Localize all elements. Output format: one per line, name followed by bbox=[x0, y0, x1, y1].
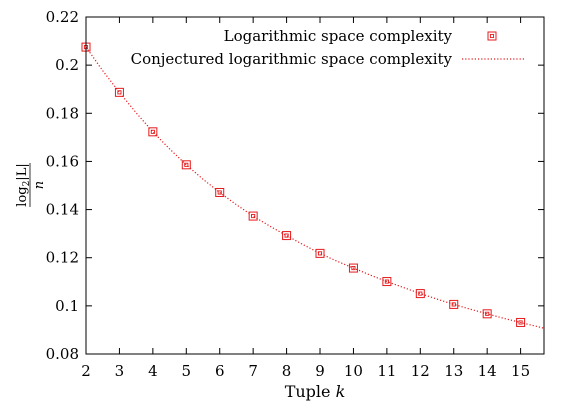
x-tick-label: 6 bbox=[215, 362, 225, 380]
data-point bbox=[382, 277, 392, 287]
data-point bbox=[181, 160, 191, 170]
y-tick-label: 0.22 bbox=[46, 8, 79, 26]
x-tick-label: 11 bbox=[377, 362, 396, 380]
x-tick-label: 10 bbox=[344, 362, 363, 380]
y-axis-title-denominator: n bbox=[32, 181, 47, 189]
y-axis-title-base: 2 bbox=[22, 181, 32, 187]
x-tick-label: 14 bbox=[478, 362, 497, 380]
x-tick-label: 2 bbox=[81, 362, 91, 380]
y-axis-title: log2|L| n bbox=[15, 163, 47, 207]
x-tick-label: 4 bbox=[148, 362, 158, 380]
x-tick-label: 12 bbox=[411, 362, 430, 380]
x-tick-label: 13 bbox=[444, 362, 463, 380]
data-point bbox=[282, 231, 292, 241]
legend-marker-square bbox=[487, 31, 497, 41]
data-point bbox=[482, 309, 492, 319]
y-tick-label: 0.1 bbox=[55, 297, 79, 315]
data-point bbox=[348, 263, 358, 273]
x-axis-title-variable: k bbox=[336, 382, 346, 401]
conjectured-curve bbox=[85, 46, 545, 329]
data-point bbox=[114, 87, 124, 97]
x-tick-label: 15 bbox=[511, 362, 530, 380]
y-axis-title-numerator: log2|L| bbox=[15, 163, 32, 206]
x-tick-label: 3 bbox=[115, 362, 125, 380]
x-tick-label: 7 bbox=[248, 362, 258, 380]
y-tick-label: 0.08 bbox=[46, 345, 79, 363]
legend: Logarithmic space complexity Conjectured… bbox=[131, 27, 524, 68]
legend-marker-points bbox=[487, 31, 497, 41]
y-tick-label: 0.14 bbox=[46, 201, 79, 219]
x-tick-label: 5 bbox=[182, 362, 192, 380]
data-point bbox=[215, 187, 225, 197]
y-tick-label: 0.2 bbox=[55, 56, 79, 74]
x-axis-title-prefix: Tuple bbox=[285, 382, 336, 401]
y-tick-label: 0.16 bbox=[46, 152, 79, 170]
data-point bbox=[248, 211, 258, 221]
data-point bbox=[415, 289, 425, 299]
x-tick-label: 8 bbox=[282, 362, 292, 380]
ticks-layer: 2 3 4 5 6 7 8 9 10 11 12 13 14 15 0.08 0.1 0.12 0.14 0.16 0… bbox=[46, 8, 544, 380]
points-layer bbox=[81, 42, 526, 327]
y-tick-label: 0.18 bbox=[46, 104, 79, 122]
legend-label-curve: Conjectured logarithmic space complexity bbox=[131, 50, 453, 68]
data-point bbox=[516, 317, 526, 327]
curve-layer bbox=[85, 46, 545, 329]
y-tick-label: 0.12 bbox=[46, 249, 79, 267]
y-axis-title-arg: |L| bbox=[15, 163, 30, 180]
data-point bbox=[148, 127, 158, 137]
plot-frame bbox=[85, 16, 545, 355]
x-axis-title: Tuple k bbox=[285, 382, 346, 401]
data-point bbox=[315, 248, 325, 258]
legend-label-points: Logarithmic space complexity bbox=[224, 27, 453, 45]
x-tick-label: 9 bbox=[315, 362, 325, 380]
y-axis-title-log: log bbox=[15, 186, 30, 206]
data-point bbox=[449, 299, 459, 309]
